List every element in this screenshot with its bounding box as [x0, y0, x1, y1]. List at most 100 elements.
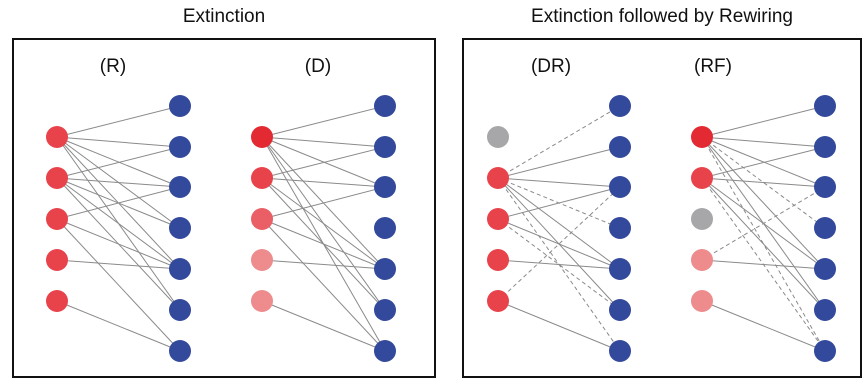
- interaction-link: [701, 136, 826, 270]
- interaction-link: [497, 300, 621, 352]
- network-label-d: (D): [304, 56, 332, 77]
- rewiring-panel-title: Extinction followed by Rewiring: [531, 6, 793, 27]
- left-node: [487, 249, 509, 271]
- interaction-link: [261, 177, 386, 270]
- right-node: [814, 95, 836, 117]
- interaction-link: [56, 146, 181, 179]
- left-node: [487, 208, 509, 230]
- left-node: [251, 167, 273, 189]
- interaction-link: [701, 146, 826, 179]
- right-node: [814, 340, 836, 362]
- extinct-node: [487, 126, 509, 148]
- right-node: [609, 217, 631, 239]
- left-node: [251, 249, 273, 271]
- network-d: [251, 95, 396, 362]
- rewired-link: [497, 105, 621, 179]
- interaction-link: [261, 259, 386, 270]
- right-node: [609, 176, 631, 198]
- right-node: [169, 217, 191, 239]
- left-node: [251, 290, 273, 312]
- interaction-link: [701, 136, 826, 148]
- interaction-link: [497, 177, 621, 270]
- left-node: [487, 290, 509, 312]
- right-node: [169, 176, 191, 198]
- interaction-link: [261, 105, 386, 138]
- right-node: [814, 299, 836, 321]
- left-node: [46, 249, 68, 271]
- right-node: [169, 258, 191, 280]
- right-node: [374, 176, 396, 198]
- right-node: [169, 299, 191, 321]
- right-node: [609, 299, 631, 321]
- rewired-link: [701, 136, 826, 352]
- right-node: [374, 95, 396, 117]
- network-label-rf: (RF): [694, 56, 732, 77]
- right-node: [814, 217, 836, 239]
- right-node: [814, 176, 836, 198]
- interaction-link: [56, 177, 181, 270]
- left-node: [46, 290, 68, 312]
- network-rf: [691, 95, 836, 362]
- rewired-link: [497, 218, 621, 311]
- interaction-link: [261, 177, 386, 188]
- right-node: [374, 217, 396, 239]
- interaction-link: [261, 136, 386, 148]
- interaction-link: [56, 218, 181, 270]
- interaction-link: [56, 177, 181, 188]
- extinction-panel: [12, 38, 436, 378]
- left-node: [46, 126, 68, 148]
- right-node: [169, 95, 191, 117]
- right-node: [609, 136, 631, 158]
- left-node: [691, 167, 713, 189]
- left-node: [487, 167, 509, 189]
- interaction-link: [497, 218, 621, 270]
- rewiring-panel: [462, 38, 862, 378]
- rewired-link: [497, 177, 621, 229]
- interaction-link: [261, 300, 386, 352]
- network-label-dr: (DR): [530, 56, 572, 77]
- left-node: [251, 208, 273, 230]
- interaction-link: [497, 177, 621, 188]
- extinction-panel-title: Extinction: [182, 6, 266, 27]
- interaction-link: [701, 177, 826, 311]
- right-node: [814, 258, 836, 280]
- right-node: [609, 95, 631, 117]
- interaction-link: [56, 300, 181, 352]
- extinct-node: [691, 208, 713, 230]
- right-node: [169, 340, 191, 362]
- network-r: [46, 95, 191, 362]
- left-node: [46, 208, 68, 230]
- rewired-link: [701, 177, 826, 352]
- right-node: [374, 340, 396, 362]
- interaction-link: [701, 105, 826, 138]
- interaction-link: [56, 259, 181, 270]
- left-node: [251, 126, 273, 148]
- interaction-link: [497, 146, 621, 179]
- right-node: [374, 299, 396, 321]
- interaction-link: [701, 177, 826, 188]
- right-node: [169, 136, 191, 158]
- interaction-link: [261, 218, 386, 352]
- right-node: [374, 136, 396, 158]
- interaction-link: [701, 300, 826, 352]
- rewired-link: [497, 177, 621, 352]
- network-label-r: (R): [99, 56, 127, 77]
- left-node: [691, 249, 713, 271]
- network-dr: [487, 95, 631, 362]
- interaction-link: [56, 218, 181, 352]
- right-node: [609, 340, 631, 362]
- rewired-link: [701, 136, 826, 229]
- left-node: [691, 290, 713, 312]
- interaction-link: [261, 218, 386, 270]
- interaction-link: [56, 136, 181, 148]
- rewired-link: [701, 186, 826, 261]
- interaction-link: [261, 146, 386, 179]
- interaction-link: [56, 177, 181, 229]
- left-node: [46, 167, 68, 189]
- right-node: [609, 258, 631, 280]
- interaction-link: [261, 186, 386, 220]
- right-node: [814, 136, 836, 158]
- left-node: [691, 126, 713, 148]
- right-node: [374, 258, 396, 280]
